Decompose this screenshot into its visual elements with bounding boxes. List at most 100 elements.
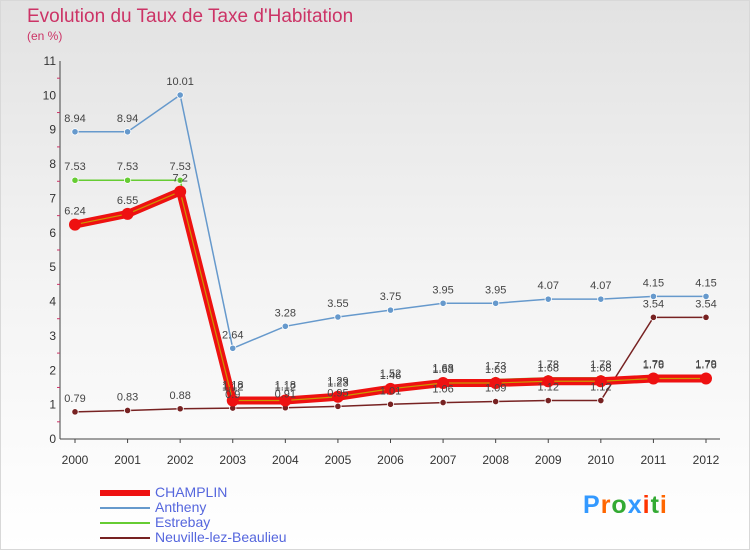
- axes: 0 1 2 3 4 5 6 7 8 9 10 11 2000 2001 2002 2003 2004 2005 20…: [43, 54, 720, 467]
- data-label-antheny: 8.94: [64, 113, 85, 125]
- data-label-antheny: 4.07: [538, 280, 559, 292]
- data-label-estrebay: 1.52: [380, 368, 401, 380]
- logo-letter: x: [627, 491, 643, 519]
- data-label-antheny: 10.01: [166, 76, 194, 88]
- x-tick-label: 2009: [535, 453, 562, 467]
- point-antheny: [123, 128, 132, 136]
- data-label-antheny: 4.07: [590, 280, 611, 292]
- point-antheny: [386, 306, 395, 314]
- data-label-estrebay: 1.18: [222, 379, 243, 391]
- point-antheny: [544, 295, 552, 303]
- logo-letter: i: [659, 491, 668, 519]
- y-tick-label: 4: [49, 295, 56, 309]
- legend-swatch-neuville: [100, 537, 150, 539]
- y-tick-label: 10: [43, 88, 57, 102]
- y-tick-label: 8: [49, 157, 56, 171]
- data-label-estrebay: 1.18: [275, 379, 296, 391]
- data-label-antheny: 4.15: [643, 277, 664, 289]
- x-tick-label: 2005: [325, 453, 352, 467]
- data-label-estrebay: 1.79: [695, 358, 716, 370]
- point-neuville-lez-beaulieu: [702, 313, 710, 321]
- x-tick-label: 2007: [430, 453, 457, 467]
- chart-title: Evolution du Taux de Taxe d'Habitation: [27, 6, 354, 27]
- point-champlin: [594, 375, 607, 388]
- y-tick-label: 3: [49, 329, 56, 343]
- data-label-neuville-lez-beaulieu: 0.9: [225, 389, 240, 401]
- data-label-estrebay: 1.78: [538, 359, 559, 371]
- point-champlin: [279, 394, 292, 407]
- data-label-neuville-lez-beaulieu: 1.12: [538, 382, 559, 394]
- point-champlin: [121, 207, 134, 220]
- point-estrebay: [123, 176, 132, 184]
- data-label-champlin: 1.76: [643, 360, 664, 372]
- chart-subtitle: (en %): [27, 29, 63, 43]
- data-label-antheny: 3.55: [327, 298, 348, 310]
- data-label-champlin: 6.24: [64, 206, 85, 218]
- data-label-champlin: 1.68: [538, 362, 559, 374]
- y-tick-label: 5: [49, 260, 56, 274]
- point-neuville-lez-beaulieu: [439, 398, 447, 407]
- point-neuville-lez-beaulieu: [649, 313, 658, 321]
- logo-letter: r: [600, 491, 612, 519]
- x-tick-label: 2004: [272, 453, 299, 467]
- point-estrebay: [176, 176, 184, 184]
- data-label-neuville-lez-beaulieu: 0.91: [275, 389, 296, 401]
- data-label-champlin: 1.46: [380, 370, 401, 382]
- data-label-estrebay: 7.53: [117, 161, 138, 173]
- data-label-neuville-lez-beaulieu: 1.09: [485, 383, 506, 395]
- point-champlin: [174, 185, 187, 198]
- data-label-estrebay: 7.53: [64, 161, 85, 173]
- y-tick-label: 1: [49, 398, 56, 412]
- data-label-champlin: 1.63: [485, 364, 506, 376]
- series-champlin: [69, 185, 712, 407]
- point-antheny: [492, 299, 500, 307]
- legend-item-antheny: Antheny: [100, 499, 360, 515]
- point-champlin: [331, 390, 344, 403]
- point-neuville-lez-beaulieu: [176, 405, 184, 413]
- data-label-neuville-lez-beaulieu: 3.54: [643, 298, 664, 310]
- legend-swatch-antheny: [100, 507, 150, 509]
- point-champlin: [437, 376, 450, 389]
- point-antheny: [702, 292, 710, 300]
- logo-letter: t: [650, 491, 660, 519]
- data-label-neuville-lez-beaulieu: 1.12: [590, 382, 611, 394]
- data-label-champlin: 1.68: [590, 362, 611, 374]
- data-label-champlin: 7.2: [173, 173, 188, 185]
- y-tick-label: 11: [44, 54, 57, 68]
- logo-letter: P: [583, 491, 601, 519]
- data-label-antheny: 3.75: [380, 291, 401, 303]
- data-label-champlin: 1.23: [327, 378, 348, 390]
- point-champlin: [700, 372, 712, 385]
- x-tick-label: 2012: [693, 453, 720, 467]
- data-label-champlin: 1.12: [275, 382, 296, 394]
- x-tick-label: 2010: [587, 453, 614, 467]
- x-tick-label: 2000: [62, 453, 89, 467]
- point-champlin: [384, 382, 397, 395]
- point-neuville-lez-beaulieu: [71, 408, 79, 416]
- data-label-neuville-lez-beaulieu: 1.01: [380, 385, 401, 397]
- x-tick-label: 2008: [482, 453, 509, 467]
- data-label-antheny: 8.94: [117, 113, 138, 125]
- point-neuville-lez-beaulieu: [334, 402, 342, 410]
- data-label-champlin: 1.12: [222, 382, 243, 394]
- data-label-champlin: 6.55: [117, 195, 138, 207]
- data-label-estrebay: 7.53: [169, 161, 190, 173]
- point-estrebay: [71, 176, 79, 184]
- data-label-neuville-lez-beaulieu: 0.95: [327, 387, 348, 399]
- point-champlin: [69, 218, 81, 231]
- legend-item-neuville: Neuville-lez-Beaulieu: [100, 529, 360, 545]
- point-antheny: [334, 313, 342, 321]
- data-label-estrebay: 1.73: [485, 361, 506, 373]
- data-label-antheny: 4.15: [695, 277, 716, 289]
- data-label-estrebay: 1.78: [590, 359, 611, 371]
- data-label-neuville-lez-beaulieu: 0.83: [117, 391, 138, 403]
- legend: CHAMPLIN Antheny Estrebay Neuville-lez-B…: [100, 484, 360, 545]
- series-layer: [69, 91, 712, 416]
- legend-swatch-champlin: [100, 490, 150, 496]
- series-neuville-lez-beaulieu: [71, 313, 710, 416]
- data-label-champlin: 1.76: [695, 360, 716, 372]
- data-label-champlin: 1.63: [432, 364, 453, 376]
- point-antheny: [597, 295, 605, 303]
